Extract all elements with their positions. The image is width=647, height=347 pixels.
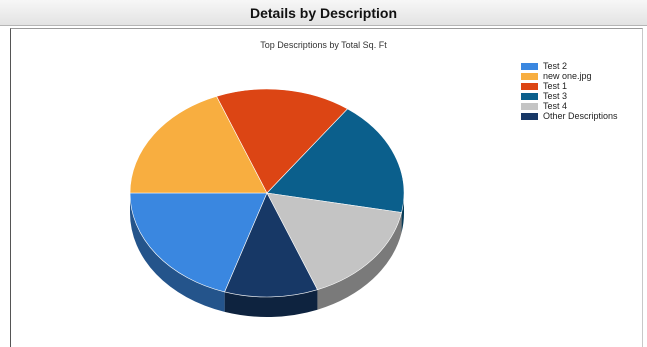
pie-slice-1[interactable]: [129, 95, 268, 194]
legend-swatch: [521, 102, 538, 110]
panel-header: Details by Description: [0, 0, 647, 26]
pie-slice-4[interactable]: [266, 192, 402, 291]
chart-legend: Test 2 new one.jpg Test 1 Test 3 Test 4 Other…: [521, 61, 618, 121]
legend-item: Test 1: [521, 81, 618, 91]
chart-title: Top Descriptions by Total Sq. Ft: [260, 40, 387, 50]
legend-swatch: [521, 72, 538, 80]
pie-slice-side-4: [317, 212, 402, 310]
legend-label: Test 4: [543, 101, 568, 111]
legend-item: Other Descriptions: [521, 111, 618, 121]
pie-slice-side-5: [224, 289, 318, 317]
legend-label: new one.jpg: [543, 71, 592, 81]
pie-slice-5[interactable]: [224, 192, 318, 298]
legend-swatch: [521, 112, 538, 120]
legend-swatch: [521, 92, 538, 100]
pie-slice-side-0: [130, 193, 225, 312]
legend-label: Test 3: [543, 91, 568, 101]
legend-label: Test 1: [543, 81, 568, 91]
legend-swatch: [521, 62, 538, 70]
legend-item: new one.jpg: [521, 71, 618, 81]
legend-item: Test 3: [521, 91, 618, 101]
pie-slice-2[interactable]: [216, 88, 349, 194]
legend-swatch: [521, 82, 538, 90]
panel-title: Details by Description: [249, 5, 398, 21]
legend-label: Other Descriptions: [543, 111, 618, 121]
legend-label: Test 2: [543, 61, 568, 71]
pie-slice-0[interactable]: [129, 192, 268, 293]
legend-item: Test 2: [521, 61, 618, 71]
legend-item: Test 4: [521, 101, 618, 111]
pie-slice-3[interactable]: [266, 108, 405, 213]
